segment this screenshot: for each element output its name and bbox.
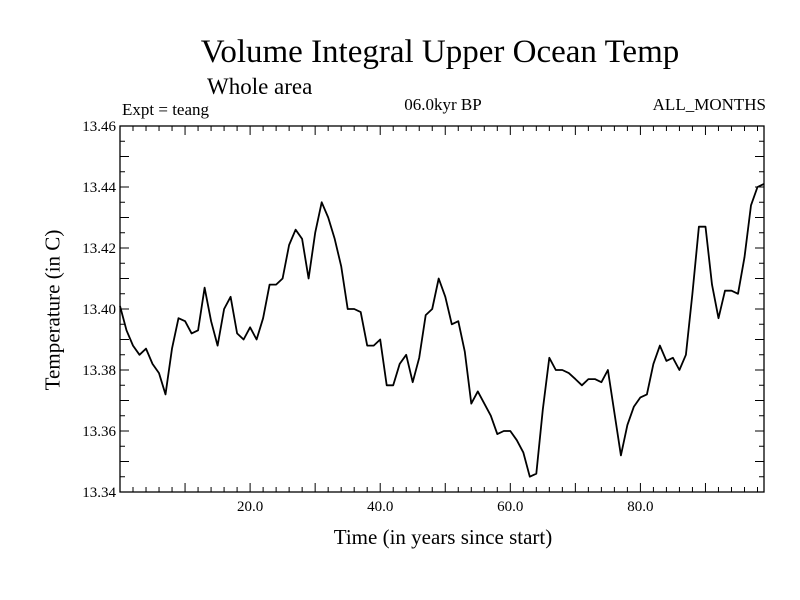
x-tick-label: 40.0 (367, 499, 393, 515)
y-tick-label: 13.36 (82, 424, 116, 440)
x-tick-label: 60.0 (497, 499, 523, 515)
y-tick-label: 13.38 (82, 363, 116, 379)
series-line (119, 183, 765, 478)
y-tick-label: 13.40 (82, 302, 116, 318)
tick-labels: 20.0 40.0 60.0 80.0 13.34 13.36 13.38 13.40 13.4… (82, 119, 653, 515)
experiment-label: Expt = teang (122, 100, 210, 119)
months-label: ALL_MONTHS (652, 95, 766, 114)
axis-ticks (120, 126, 764, 492)
plot-frame (119, 125, 765, 493)
y-tick-label: 13.42 (82, 241, 116, 257)
y-tick-label: 13.44 (82, 180, 116, 196)
y-tick-label: 13.46 (82, 119, 116, 135)
x-tick-label: 20.0 (237, 499, 263, 515)
period-label: 06.0kyr BP (404, 95, 482, 114)
y-tick-label: 13.34 (82, 485, 116, 501)
x-axis-label: Time (in years since start) (333, 525, 553, 549)
chart-title: Volume Integral Upper Ocean Temp (200, 34, 680, 70)
chart-subtitle: Whole area (207, 74, 313, 99)
x-tick-label: 80.0 (627, 499, 653, 515)
